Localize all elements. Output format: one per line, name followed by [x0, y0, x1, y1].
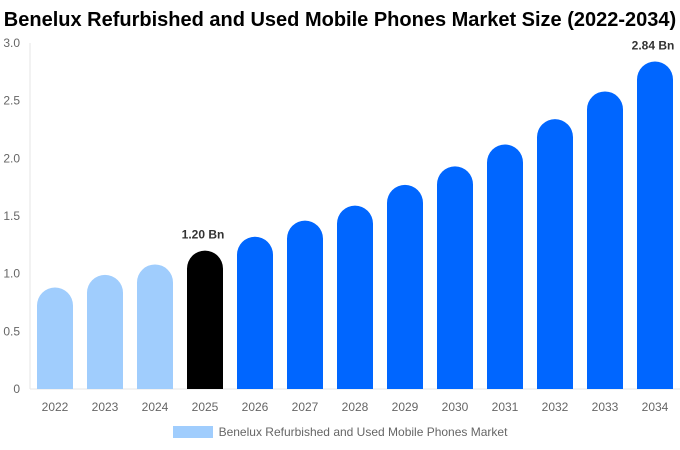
y-tick-label: 0 [13, 382, 20, 396]
x-tick-label: 2027 [292, 400, 319, 414]
bar-2029 [387, 184, 423, 389]
y-tick-label: 1.0 [3, 267, 20, 281]
bar-2033 [587, 91, 623, 390]
x-tick-label: 2023 [92, 400, 119, 414]
bar-2031 [487, 144, 523, 389]
x-tick-label: 2026 [242, 400, 269, 414]
bar-2024 [137, 264, 173, 389]
bar-2034 [637, 61, 673, 389]
x-tick-label: 2032 [542, 400, 569, 414]
y-tick-label: 2.5 [3, 94, 20, 108]
y-tick-label: 3.0 [3, 36, 20, 50]
data-label-2034: 2.84 Bn [632, 38, 675, 52]
x-tick-label: 2031 [492, 400, 519, 414]
y-tick-label: 0.5 [3, 324, 20, 338]
chart-title: Benelux Refurbished and Used Mobile Phon… [3, 9, 677, 31]
bar-2032 [537, 119, 573, 389]
bar-2026 [237, 236, 273, 389]
legend-label: Benelux Refurbished and Used Mobile Phon… [218, 425, 508, 439]
bar-2030 [437, 166, 473, 389]
bar-2027 [287, 220, 323, 389]
x-tick-label: 2028 [342, 400, 369, 414]
bar-2023 [87, 274, 123, 389]
x-tick-label: 2034 [642, 400, 669, 414]
x-tick-label: 2025 [192, 400, 219, 414]
x-tick-label: 2022 [42, 400, 69, 414]
x-tick-label: 2030 [442, 400, 469, 414]
x-tick-label: 2029 [392, 400, 419, 414]
x-tick-label: 2024 [142, 400, 169, 414]
bar-2028 [337, 205, 373, 389]
data-label-2025: 1.20 Bn [182, 228, 225, 242]
y-tick-label: 2.0 [3, 151, 20, 165]
legend: Benelux Refurbished and Used Mobile Phon… [0, 425, 680, 439]
bar-2025 [187, 250, 223, 389]
legend-swatch [172, 426, 213, 438]
bar-2022 [37, 287, 73, 389]
y-tick-label: 1.5 [3, 209, 20, 223]
x-tick-label: 2033 [592, 400, 619, 414]
